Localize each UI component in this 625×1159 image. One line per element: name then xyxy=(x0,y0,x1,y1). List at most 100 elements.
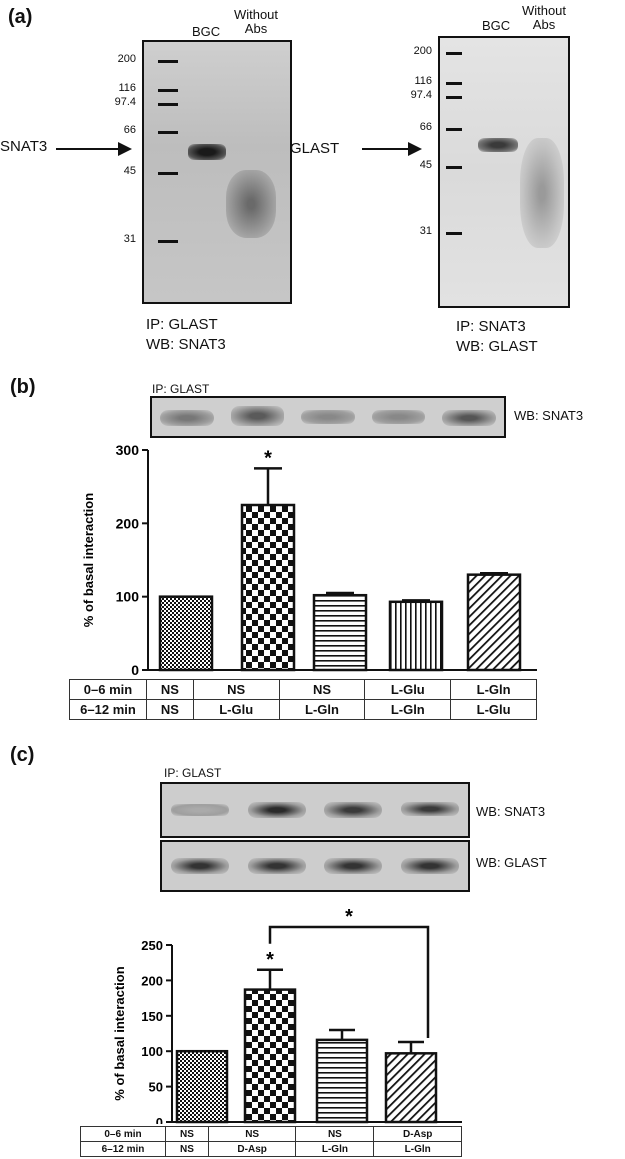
c-bracket-star: * xyxy=(345,906,353,928)
smear-without-abs-right xyxy=(520,138,564,248)
a-left-marker-3: 66 xyxy=(123,124,136,136)
a-right-marker-5: 31 xyxy=(419,225,432,237)
b-y-tick-label-2: 200 xyxy=(116,515,140,531)
a-right-marker-2: 97.4 xyxy=(410,89,432,101)
b-y-tick-label-0: 0 xyxy=(131,662,139,678)
b-cond-r1-3: L-Glu xyxy=(364,679,452,700)
b-cond-r1-1: NS xyxy=(192,679,280,700)
c-cond-r1-2: NS xyxy=(295,1126,375,1142)
a-right-marker-tick-5 xyxy=(446,232,462,235)
chart-b: 0 100 200 300 % of basal interaction * xyxy=(81,442,537,678)
b-significance-1: * xyxy=(264,447,272,469)
a-left-marker-tick-0 xyxy=(158,60,178,63)
b-y-tick-label-1: 100 xyxy=(116,589,140,605)
c-bands1-band-0 xyxy=(171,804,230,816)
band-glast-bgc xyxy=(478,138,518,152)
blot-b xyxy=(150,396,506,438)
b-cond-r2-0: NS xyxy=(146,699,194,720)
a-left-marker-tick-2 xyxy=(158,103,178,106)
a-right-marker-tick-1 xyxy=(446,82,462,85)
c-bands2-band-1 xyxy=(247,858,306,874)
b-y-tick-label-3: 300 xyxy=(116,442,140,458)
c-bands1-band-2 xyxy=(324,802,383,818)
b-cond-r1-2: NS xyxy=(278,679,366,700)
c-bands2-band-0 xyxy=(171,858,230,874)
c-wb1-label: WB: SNAT3 xyxy=(476,804,546,819)
c-wb2-label: WB: GLAST xyxy=(476,855,547,870)
a-right-marker-4: 45 xyxy=(419,159,432,171)
a-left-lane-bgc: BGC xyxy=(192,24,221,39)
a-right-marker-tick-2 xyxy=(446,96,462,99)
b-bands-band-0 xyxy=(160,410,214,426)
a-right-marker-tick-0 xyxy=(446,52,462,55)
b-bar-3 xyxy=(388,600,444,672)
c-cond-r2-2: L-Gln xyxy=(295,1141,375,1157)
c-y-tick-label-3: 150 xyxy=(141,1009,163,1024)
a-right-marker-tick-4 xyxy=(446,166,462,169)
a-right-protein-label: GLAST xyxy=(290,140,340,157)
a-left-marker-2: 97.4 xyxy=(114,96,136,108)
panel-a-label: (a) xyxy=(8,6,33,28)
b-bar-2 xyxy=(312,593,368,672)
b-cond-r1-4: L-Gln xyxy=(450,679,537,700)
c-bands1-band-3 xyxy=(400,802,459,816)
c-bands1-band-1 xyxy=(247,802,306,818)
smear-without-abs xyxy=(226,170,276,238)
c-row-label-0: 0–6 min xyxy=(80,1126,166,1142)
c-ip-label: IP: GLAST xyxy=(164,766,222,780)
panel-b-label: (b) xyxy=(10,376,36,398)
c-cond-r2-3: L-Gln xyxy=(373,1141,462,1157)
c-bar-2 xyxy=(315,1038,369,1124)
a-right-marker-0: 200 xyxy=(413,45,432,57)
a-right-arrow xyxy=(362,148,410,150)
a-left-lane-without-abs: Without Abs xyxy=(233,7,279,36)
b-cond-r1-0: NS xyxy=(146,679,194,700)
c-significance-bracket xyxy=(268,925,430,1038)
b-condition-table: 0–6 min NS NS NS L-Glu L-Gln 6–12 min NS… xyxy=(69,679,537,720)
a-left-ip: IP: GLAST xyxy=(146,316,218,333)
b-y-axis-label: % of basal interaction xyxy=(81,493,96,627)
c-y-tick-label-5: 250 xyxy=(141,938,163,953)
a-left-marker-5: 31 xyxy=(123,233,136,245)
b-bar-4 xyxy=(466,573,522,672)
c-bar-0 xyxy=(175,1049,229,1124)
panel-c-label: (c) xyxy=(10,744,35,766)
b-bands-band-3 xyxy=(371,410,426,424)
chart-c: 0 50 100 150 200 250 % of basal interaction * * xyxy=(112,906,462,1124)
c-significance-1: * xyxy=(266,949,274,971)
c-y-tick-label-0: 0 xyxy=(156,1115,163,1124)
c-condition-table: 0–6 min NS NS NS D-Asp 6–12 min NS D-Asp… xyxy=(80,1126,462,1157)
b-row-label-0: 0–6 min xyxy=(69,679,147,700)
b-bands-band-4 xyxy=(442,410,496,426)
a-left-protein-label: SNAT3 xyxy=(0,138,48,155)
a-left-marker-tick-3 xyxy=(158,131,178,134)
b-cond-r2-4: L-Glu xyxy=(450,699,537,720)
a-right-lane-bgc: BGC xyxy=(482,18,511,33)
c-y-axis-label: % of basal interaction xyxy=(112,966,127,1100)
b-cond-r2-1: L-Glu xyxy=(192,699,280,720)
b-bands-band-1 xyxy=(230,406,285,426)
b-wb-label: WB: SNAT3 xyxy=(514,408,584,423)
a-right-marker-3: 66 xyxy=(419,121,432,133)
a-left-marker-1: 116 xyxy=(118,82,136,94)
c-cond-r1-1: NS xyxy=(207,1126,297,1142)
a-right-arrowhead xyxy=(408,142,422,156)
c-bar-3 xyxy=(384,1052,438,1124)
a-right-lane-without-abs: Without Abs xyxy=(521,3,567,32)
b-bar-0 xyxy=(158,595,214,672)
c-cond-r2-1: D-Asp xyxy=(207,1141,297,1157)
b-cond-r2-2: L-Gln xyxy=(278,699,366,720)
b-ip-label: IP: GLAST xyxy=(152,382,210,396)
a-right-marker-tick-3 xyxy=(446,128,462,131)
a-left-arrowhead xyxy=(118,142,132,156)
blot-c-glast xyxy=(160,840,470,892)
b-bar-1 xyxy=(240,503,296,672)
b-bands-band-2 xyxy=(301,410,355,424)
c-y-tick-label-1: 50 xyxy=(149,1080,163,1095)
a-left-marker-tick-5 xyxy=(158,240,178,243)
c-cond-r2-0: NS xyxy=(165,1141,209,1157)
band-snat3-bgc xyxy=(188,144,226,160)
c-y-tick-label-4: 200 xyxy=(141,973,163,988)
a-left-marker-0: 200 xyxy=(117,53,136,65)
c-bands2-band-3 xyxy=(400,858,459,874)
